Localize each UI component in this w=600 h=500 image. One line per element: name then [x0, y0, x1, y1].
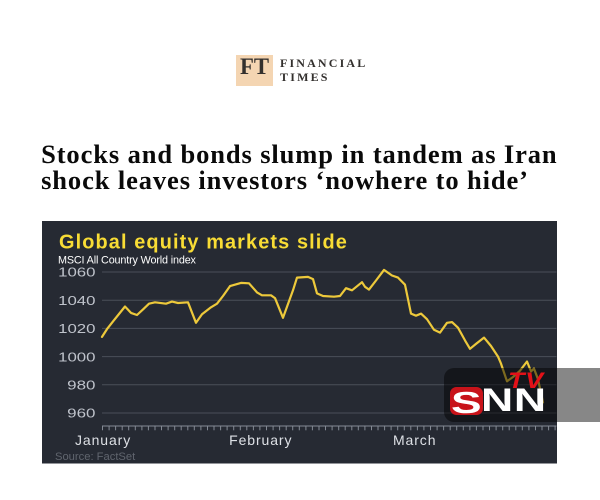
svg-text:1020: 1020: [58, 321, 95, 336]
svg-text:960: 960: [67, 406, 95, 421]
svg-text:Source: FactSet: Source: FactSet: [55, 451, 136, 463]
svg-text:1040: 1040: [58, 293, 95, 308]
svg-text:1000: 1000: [58, 349, 95, 364]
svg-text:MSCI All Country World index: MSCI All Country World index: [58, 255, 197, 267]
svg-text:March: March: [393, 432, 436, 448]
svg-text:January: January: [75, 432, 131, 448]
svg-text:1060: 1060: [58, 265, 95, 280]
svg-text:980: 980: [67, 378, 95, 393]
svg-text:Global equity markets slide: Global equity markets slide: [59, 232, 348, 254]
svg-text:February: February: [229, 432, 292, 448]
